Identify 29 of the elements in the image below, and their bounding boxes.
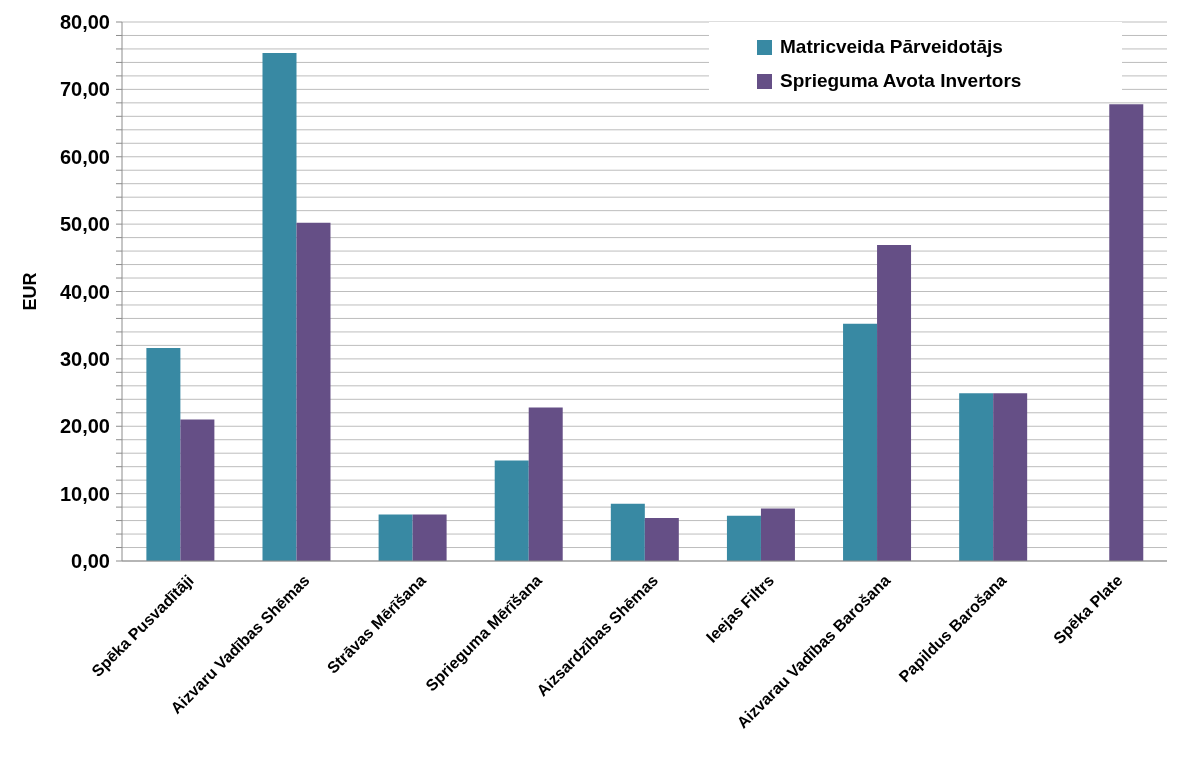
y-axis-title: EUR: [20, 272, 40, 311]
y-tick-label: 50,00: [59, 213, 110, 236]
bar: [146, 348, 181, 561]
y-tick-label: 30,00: [59, 347, 110, 370]
y-tick-label: 0,00: [71, 550, 110, 572]
bar: [843, 323, 878, 561]
bar: [1109, 104, 1144, 561]
bar: [494, 460, 529, 561]
bar: [877, 245, 912, 561]
bar: [959, 393, 994, 561]
y-tick-label: 80,00: [59, 11, 110, 33]
bar: [610, 503, 645, 561]
bar: [644, 517, 679, 561]
bar: [296, 222, 331, 561]
y-tick-label: 10,00: [59, 482, 110, 505]
bar: [760, 508, 795, 561]
y-tick-label: 60,00: [59, 145, 110, 168]
bar: [726, 515, 761, 561]
bar: [180, 419, 215, 561]
legend-label: Sprieguma Avota Invertors: [780, 70, 1022, 92]
legend-label: Matricveida Pārveidotājs: [780, 36, 1003, 58]
y-tick-label: 20,00: [59, 415, 110, 438]
bar: [412, 514, 447, 561]
y-tick-label: 70,00: [59, 78, 110, 101]
bar: [262, 52, 297, 561]
y-tick-label: 40,00: [59, 280, 110, 303]
bar: [378, 514, 413, 561]
bar: [528, 407, 563, 561]
bar: [993, 393, 1028, 561]
